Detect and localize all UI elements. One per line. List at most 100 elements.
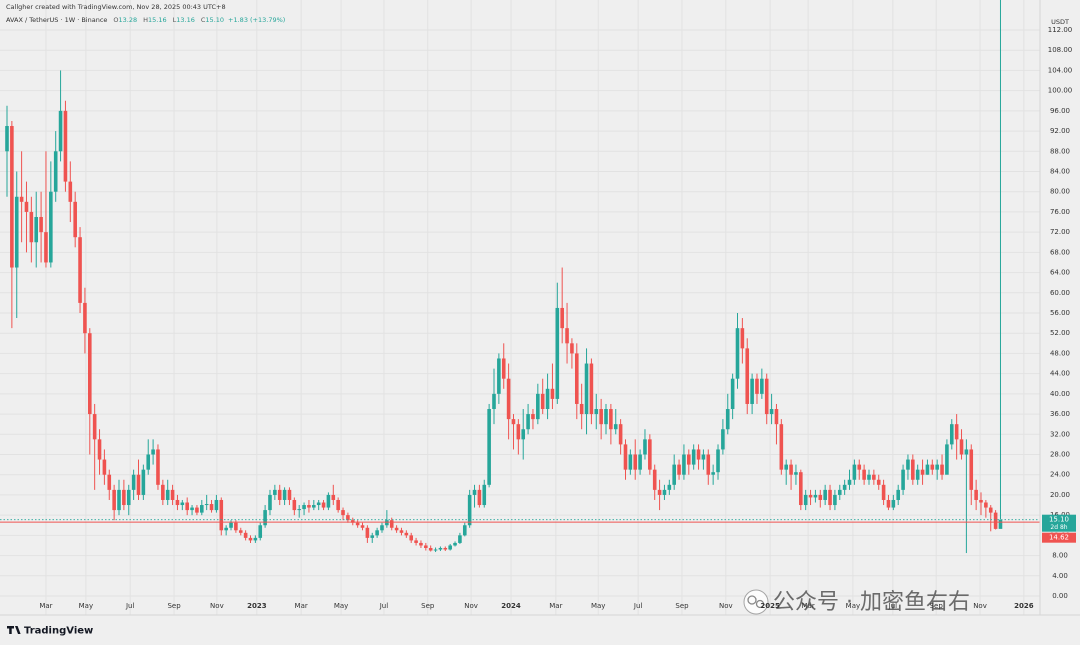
x-tick-label: Mar	[39, 602, 52, 610]
candle-body	[44, 232, 48, 263]
marked-price-badge	[1042, 532, 1076, 543]
candle-body	[560, 307, 564, 329]
candle-body	[959, 439, 964, 455]
candle-body	[657, 489, 662, 495]
candle-body	[521, 429, 526, 440]
x-tick-label: May	[334, 602, 348, 610]
candle-body	[969, 449, 974, 490]
candle-body	[34, 216, 39, 243]
candle-body	[735, 328, 740, 379]
candle-body	[794, 472, 798, 475]
y-tick-label: 20.00	[1050, 491, 1070, 499]
x-tick-label: May	[79, 602, 93, 610]
candle-body	[365, 527, 370, 538]
candle-body	[526, 414, 530, 430]
x-tick-label: Jul	[633, 602, 643, 610]
candle-body	[623, 444, 628, 470]
candle-body	[511, 419, 516, 425]
candle-body	[579, 403, 584, 415]
candle-body	[302, 505, 306, 510]
candle-body	[443, 547, 448, 550]
x-tick-label: 2024	[501, 602, 521, 610]
candle-body	[58, 110, 63, 152]
candle-body	[774, 409, 779, 425]
candle-body	[867, 474, 871, 480]
legend-value: 13.28	[119, 16, 138, 24]
credit: Callgher created with TradingView.com, N…	[6, 3, 226, 11]
candle-body	[604, 409, 608, 425]
candle-body	[248, 537, 253, 541]
candle-body	[954, 424, 959, 440]
candle-body	[234, 522, 238, 531]
candle-body	[857, 464, 862, 470]
candle-body	[984, 502, 988, 508]
candle-body	[682, 454, 686, 475]
candle-body	[258, 525, 263, 538]
candle-body	[131, 474, 136, 490]
candle-body	[14, 196, 19, 268]
symbol: AVAX / TetherUS · 1W · Binance	[6, 16, 107, 24]
candle-body	[341, 510, 345, 516]
candle-body	[789, 464, 793, 475]
candle-body	[550, 388, 555, 399]
candle-body	[725, 409, 730, 430]
candle-body	[711, 472, 715, 475]
candle-body	[652, 469, 657, 490]
candle-body	[107, 474, 112, 490]
candle-body	[385, 520, 389, 526]
candle-body	[925, 464, 930, 475]
y-tick-label: 80.00	[1050, 188, 1070, 196]
candle-body	[531, 414, 535, 420]
candle-body	[414, 540, 418, 543]
candle-body	[706, 454, 711, 475]
marked-price-label: 14.62	[1049, 534, 1069, 542]
y-tick-label: 88.00	[1050, 147, 1070, 155]
candle-body	[122, 489, 126, 506]
candle-body	[467, 494, 472, 526]
candle-body	[336, 499, 340, 511]
candle-body	[282, 489, 287, 500]
candle-body	[380, 525, 384, 531]
x-tick-label: Mar	[295, 602, 308, 610]
candle-body	[316, 502, 321, 506]
candle-body	[458, 535, 462, 543]
candle-body	[492, 393, 496, 410]
candle-body	[355, 522, 360, 526]
y-tick-label: 104.00	[1048, 66, 1073, 74]
legend-key: H	[143, 16, 148, 24]
candle-body	[307, 505, 311, 508]
candle-body	[165, 489, 170, 500]
candle-body	[39, 216, 43, 233]
candle-body	[687, 454, 691, 465]
candle-body	[584, 363, 589, 415]
currency: USDT	[1051, 18, 1069, 26]
candle-body	[696, 449, 701, 460]
candle-body	[589, 363, 594, 415]
candle-body	[784, 464, 788, 470]
candle-body	[63, 110, 68, 182]
candle-body	[808, 494, 813, 498]
candle-body	[886, 499, 891, 508]
y-tick-label: 4.00	[1052, 572, 1068, 580]
candle-body	[87, 333, 92, 415]
candle-body	[409, 535, 414, 541]
candle-body	[677, 464, 681, 475]
candle-body	[424, 545, 428, 548]
y-tick-label: 100.00	[1048, 87, 1073, 95]
candle-body	[297, 509, 301, 511]
last-price-badge	[1042, 514, 1076, 532]
candle-body	[156, 449, 160, 485]
candle-body	[263, 510, 267, 526]
candle-body	[609, 409, 613, 430]
candle-body	[998, 519, 1003, 529]
candle-body	[979, 499, 983, 503]
candle-body	[745, 348, 750, 404]
candle-body	[321, 502, 326, 508]
candle-body	[638, 454, 642, 470]
x-tick-label: Nov	[973, 602, 987, 610]
candle-body	[750, 378, 754, 404]
y-tick-label: 84.00	[1050, 168, 1070, 176]
y-tick-label: 56.00	[1050, 309, 1070, 317]
y-tick-label: 48.00	[1050, 349, 1070, 357]
